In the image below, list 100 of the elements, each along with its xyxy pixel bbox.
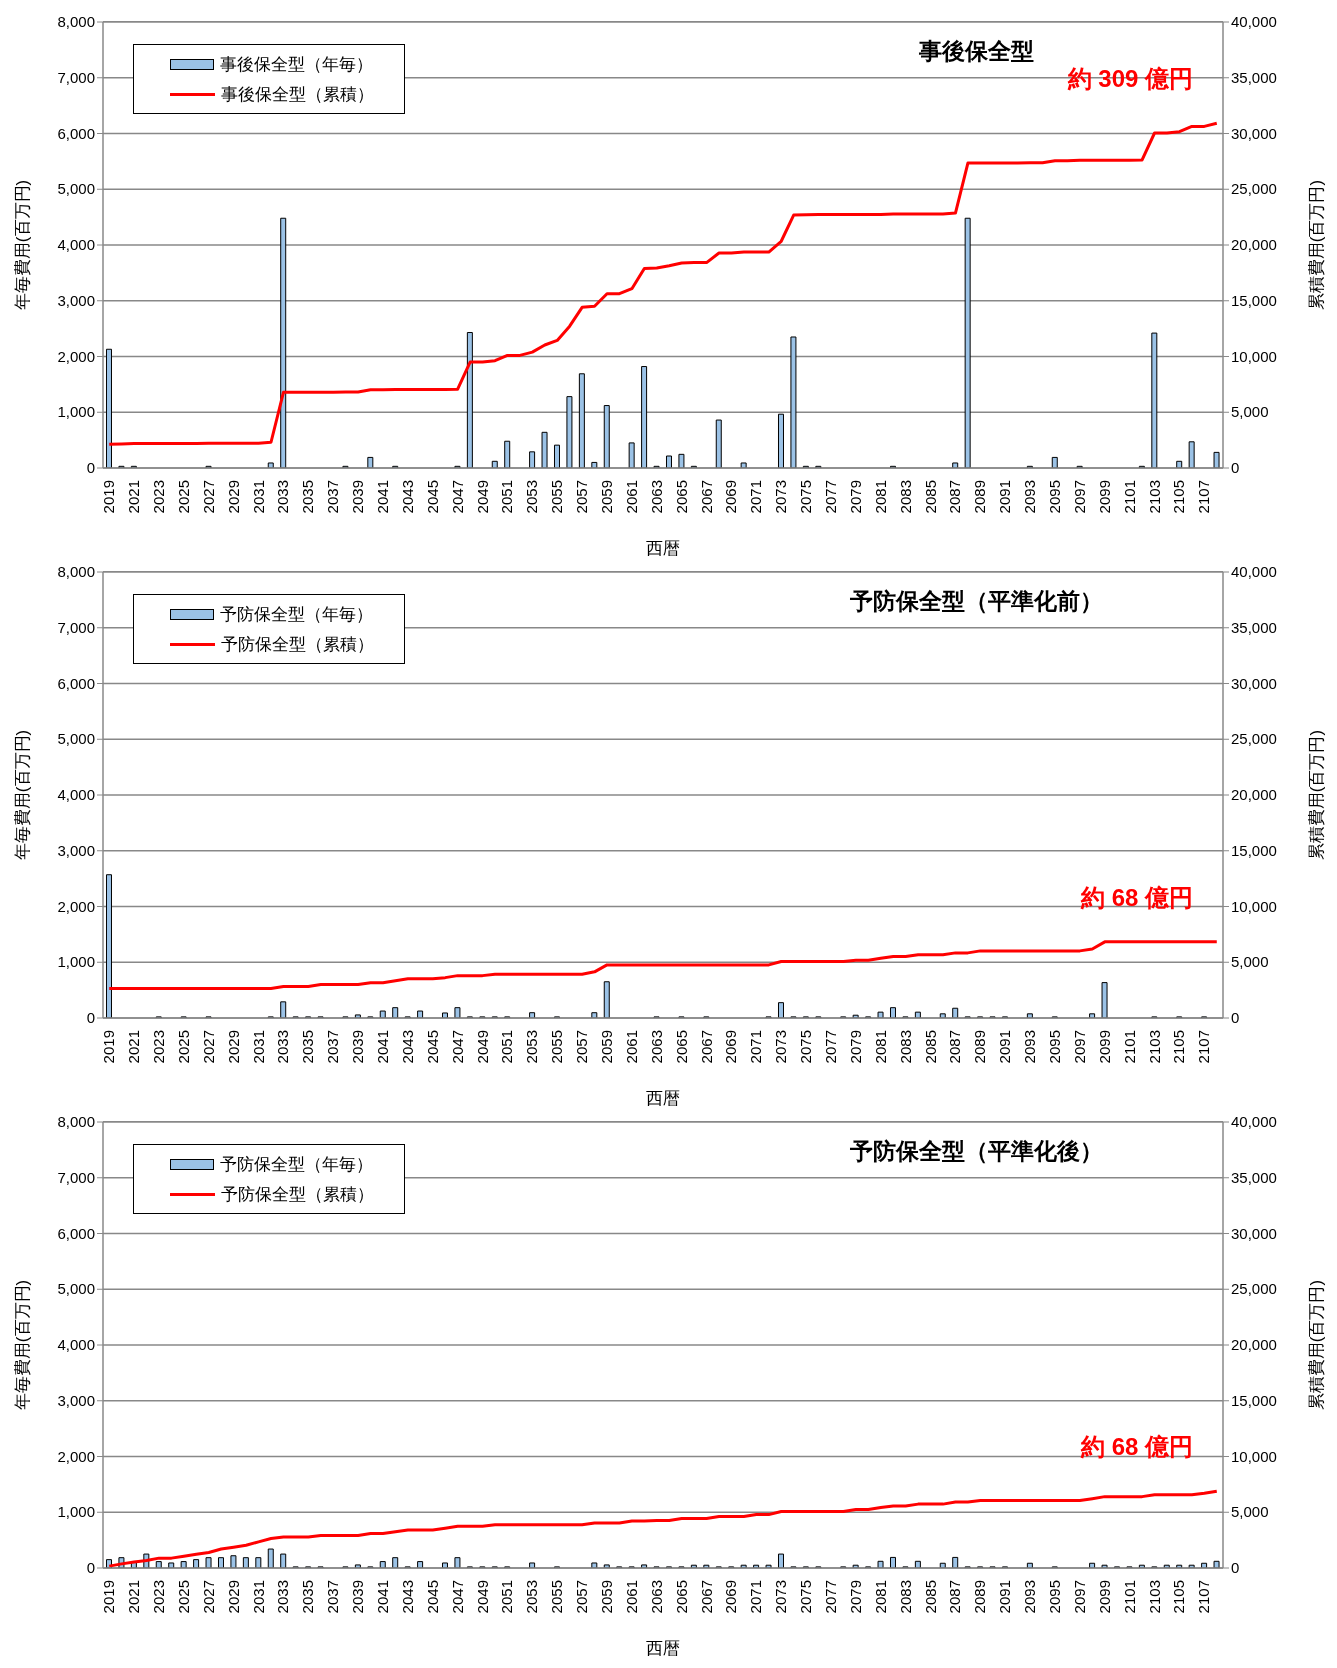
- x-tick-label: 2091: [996, 1580, 1014, 1614]
- y-tick-label: 8,000: [57, 1113, 95, 1130]
- x-tick-label: 2019: [100, 1030, 118, 1064]
- x-tick-label: 2029: [224, 1030, 242, 1064]
- x-tick-label: 2097: [1070, 1030, 1088, 1064]
- text: 事後保全型: [918, 37, 1036, 66]
- y2-tick-label: 20,000: [1231, 1336, 1277, 1353]
- y-tick-label: 4,000: [57, 1336, 95, 1353]
- x-tick-label: 2051: [498, 1030, 516, 1064]
- x-tick-label: 2037: [324, 1030, 342, 1064]
- y-tick-label: 6,000: [57, 124, 95, 142]
- annotation: 約 68 億円: [1080, 1432, 1193, 1463]
- x-tick-label: 2063: [647, 1030, 665, 1064]
- y-tick-label: 3,000: [57, 1391, 95, 1409]
- x-axis-title: 西暦: [646, 1089, 680, 1108]
- x-tick-label: 2041: [374, 1030, 391, 1064]
- x-tick-label: 2107: [1195, 1580, 1213, 1614]
- y2-tick-label: 10,000: [1231, 347, 1277, 365]
- x-tick-label: 2083: [896, 1030, 914, 1064]
- y-tick-label: 3,000: [57, 841, 95, 859]
- x-tick-label: 2079: [846, 480, 864, 514]
- x-tick-label: 2027: [199, 1580, 217, 1614]
- x-tick-label: 2049: [473, 1030, 491, 1064]
- x-tick-label: 2057: [573, 1580, 591, 1614]
- y2-tick-label: 25,000: [1231, 180, 1277, 198]
- legend-label: 事後保全型（年毎）: [220, 53, 373, 76]
- y2-tick-label: 10,000: [1231, 1447, 1277, 1465]
- y-tick-label: 2,000: [57, 347, 95, 365]
- x-tick-label: 2085: [921, 1030, 939, 1064]
- y-tick-label: 7,000: [57, 68, 95, 86]
- y2-tick-label: 35,000: [1231, 68, 1277, 86]
- x-tick-label: 2089: [971, 1030, 989, 1064]
- y2-tick-label: 5,000: [1231, 953, 1269, 971]
- y-tick-label: 4,000: [57, 236, 95, 253]
- x-tick-label: 2047: [448, 1580, 466, 1614]
- x-tick-label: 2101: [1120, 1030, 1138, 1064]
- y2-tick-label: 30,000: [1231, 1224, 1277, 1242]
- x-tick-label: 2093: [1021, 480, 1039, 514]
- y2-tick-label: 15,000: [1231, 291, 1277, 309]
- x-tick-label: 2077: [822, 1580, 839, 1614]
- x-tick-label: 2065: [672, 1580, 690, 1614]
- x-tick-label: 2043: [398, 1030, 416, 1064]
- x-tick-label: 2041: [374, 1580, 391, 1614]
- y2-tick-label: 30,000: [1231, 674, 1277, 692]
- y2-tick-label: 40,000: [1231, 563, 1277, 580]
- x-tick-label: 2065: [672, 480, 690, 514]
- x-tick-label: 2049: [473, 480, 491, 514]
- x-tick-label: 2033: [274, 1030, 292, 1064]
- annotation: 約 309 億円: [1067, 64, 1193, 95]
- y2-tick-label: 15,000: [1231, 841, 1277, 859]
- x-tick-label: 2103: [1145, 1580, 1163, 1614]
- legend-label: 予防保全型（年毎）: [220, 603, 373, 626]
- y-tick-label: 2,000: [57, 897, 95, 915]
- x-tick-label: 2023: [150, 1030, 167, 1064]
- y2-tick-label: 35,000: [1231, 1168, 1277, 1186]
- x-tick-label: 2071: [747, 1030, 765, 1064]
- x-tick-label: 2101: [1120, 1580, 1138, 1614]
- x-tick-label: 2079: [846, 1030, 864, 1064]
- x-tick-label: 2087: [946, 1030, 964, 1064]
- y-tick-label: 1,000: [57, 403, 95, 421]
- x-tick-label: 2031: [249, 1030, 267, 1064]
- x-tick-label: 2031: [249, 1580, 267, 1614]
- y2-tick-label: 10,000: [1231, 897, 1277, 915]
- x-tick-label: 2105: [1170, 1580, 1188, 1614]
- x-tick-label: 2105: [1170, 1030, 1188, 1064]
- y-axis-title: 年毎費用(百万円): [13, 179, 33, 311]
- y2-axis-title: 累積費用(百万円): [1307, 179, 1327, 311]
- y-tick-label: 5,000: [57, 180, 95, 198]
- y-tick-label: 4,000: [57, 786, 95, 803]
- y-tick-label: 2,000: [57, 1447, 95, 1465]
- x-tick-label: 2047: [448, 1030, 466, 1064]
- x-tick-label: 2067: [697, 1580, 715, 1614]
- x-tick-label: 2039: [349, 1030, 367, 1064]
- y2-tick-label: 25,000: [1231, 1280, 1277, 1298]
- x-tick-label: 2049: [473, 1580, 491, 1614]
- y2-tick-label: 40,000: [1231, 13, 1277, 30]
- x-tick-label: 2099: [1095, 480, 1113, 514]
- x-tick-label: 2095: [1046, 1030, 1063, 1064]
- x-tick-label: 2081: [871, 1580, 889, 1614]
- y2-tick-label: 30,000: [1231, 124, 1277, 142]
- x-tick-label: 2075: [797, 1580, 815, 1614]
- x-tick-label: 2079: [846, 1580, 864, 1614]
- x-tick-label: 2085: [921, 480, 939, 514]
- x-tick-label: 2025: [174, 1030, 192, 1064]
- y2-tick-label: 20,000: [1231, 786, 1277, 803]
- x-tick-label: 2043: [398, 480, 416, 514]
- x-tick-label: 2045: [423, 480, 441, 514]
- y2-tick-label: 25,000: [1231, 730, 1277, 748]
- x-tick-label: 2041: [374, 480, 391, 514]
- x-tick-label: 2087: [946, 1580, 964, 1614]
- x-tick-label: 2021: [125, 480, 143, 514]
- legend-label: 事後保全型（累積）: [221, 83, 374, 106]
- x-tick-label: 2019: [100, 1580, 118, 1614]
- legend-label: 予防保全型（年毎）: [220, 1153, 373, 1176]
- x-tick-label: 2075: [797, 1030, 815, 1064]
- y-tick-label: 0: [86, 1559, 95, 1576]
- x-tick-label: 2029: [224, 1580, 242, 1614]
- x-tick-label: 2085: [921, 1580, 939, 1614]
- x-tick-label: 2069: [722, 480, 740, 514]
- y-tick-label: 1,000: [57, 953, 95, 971]
